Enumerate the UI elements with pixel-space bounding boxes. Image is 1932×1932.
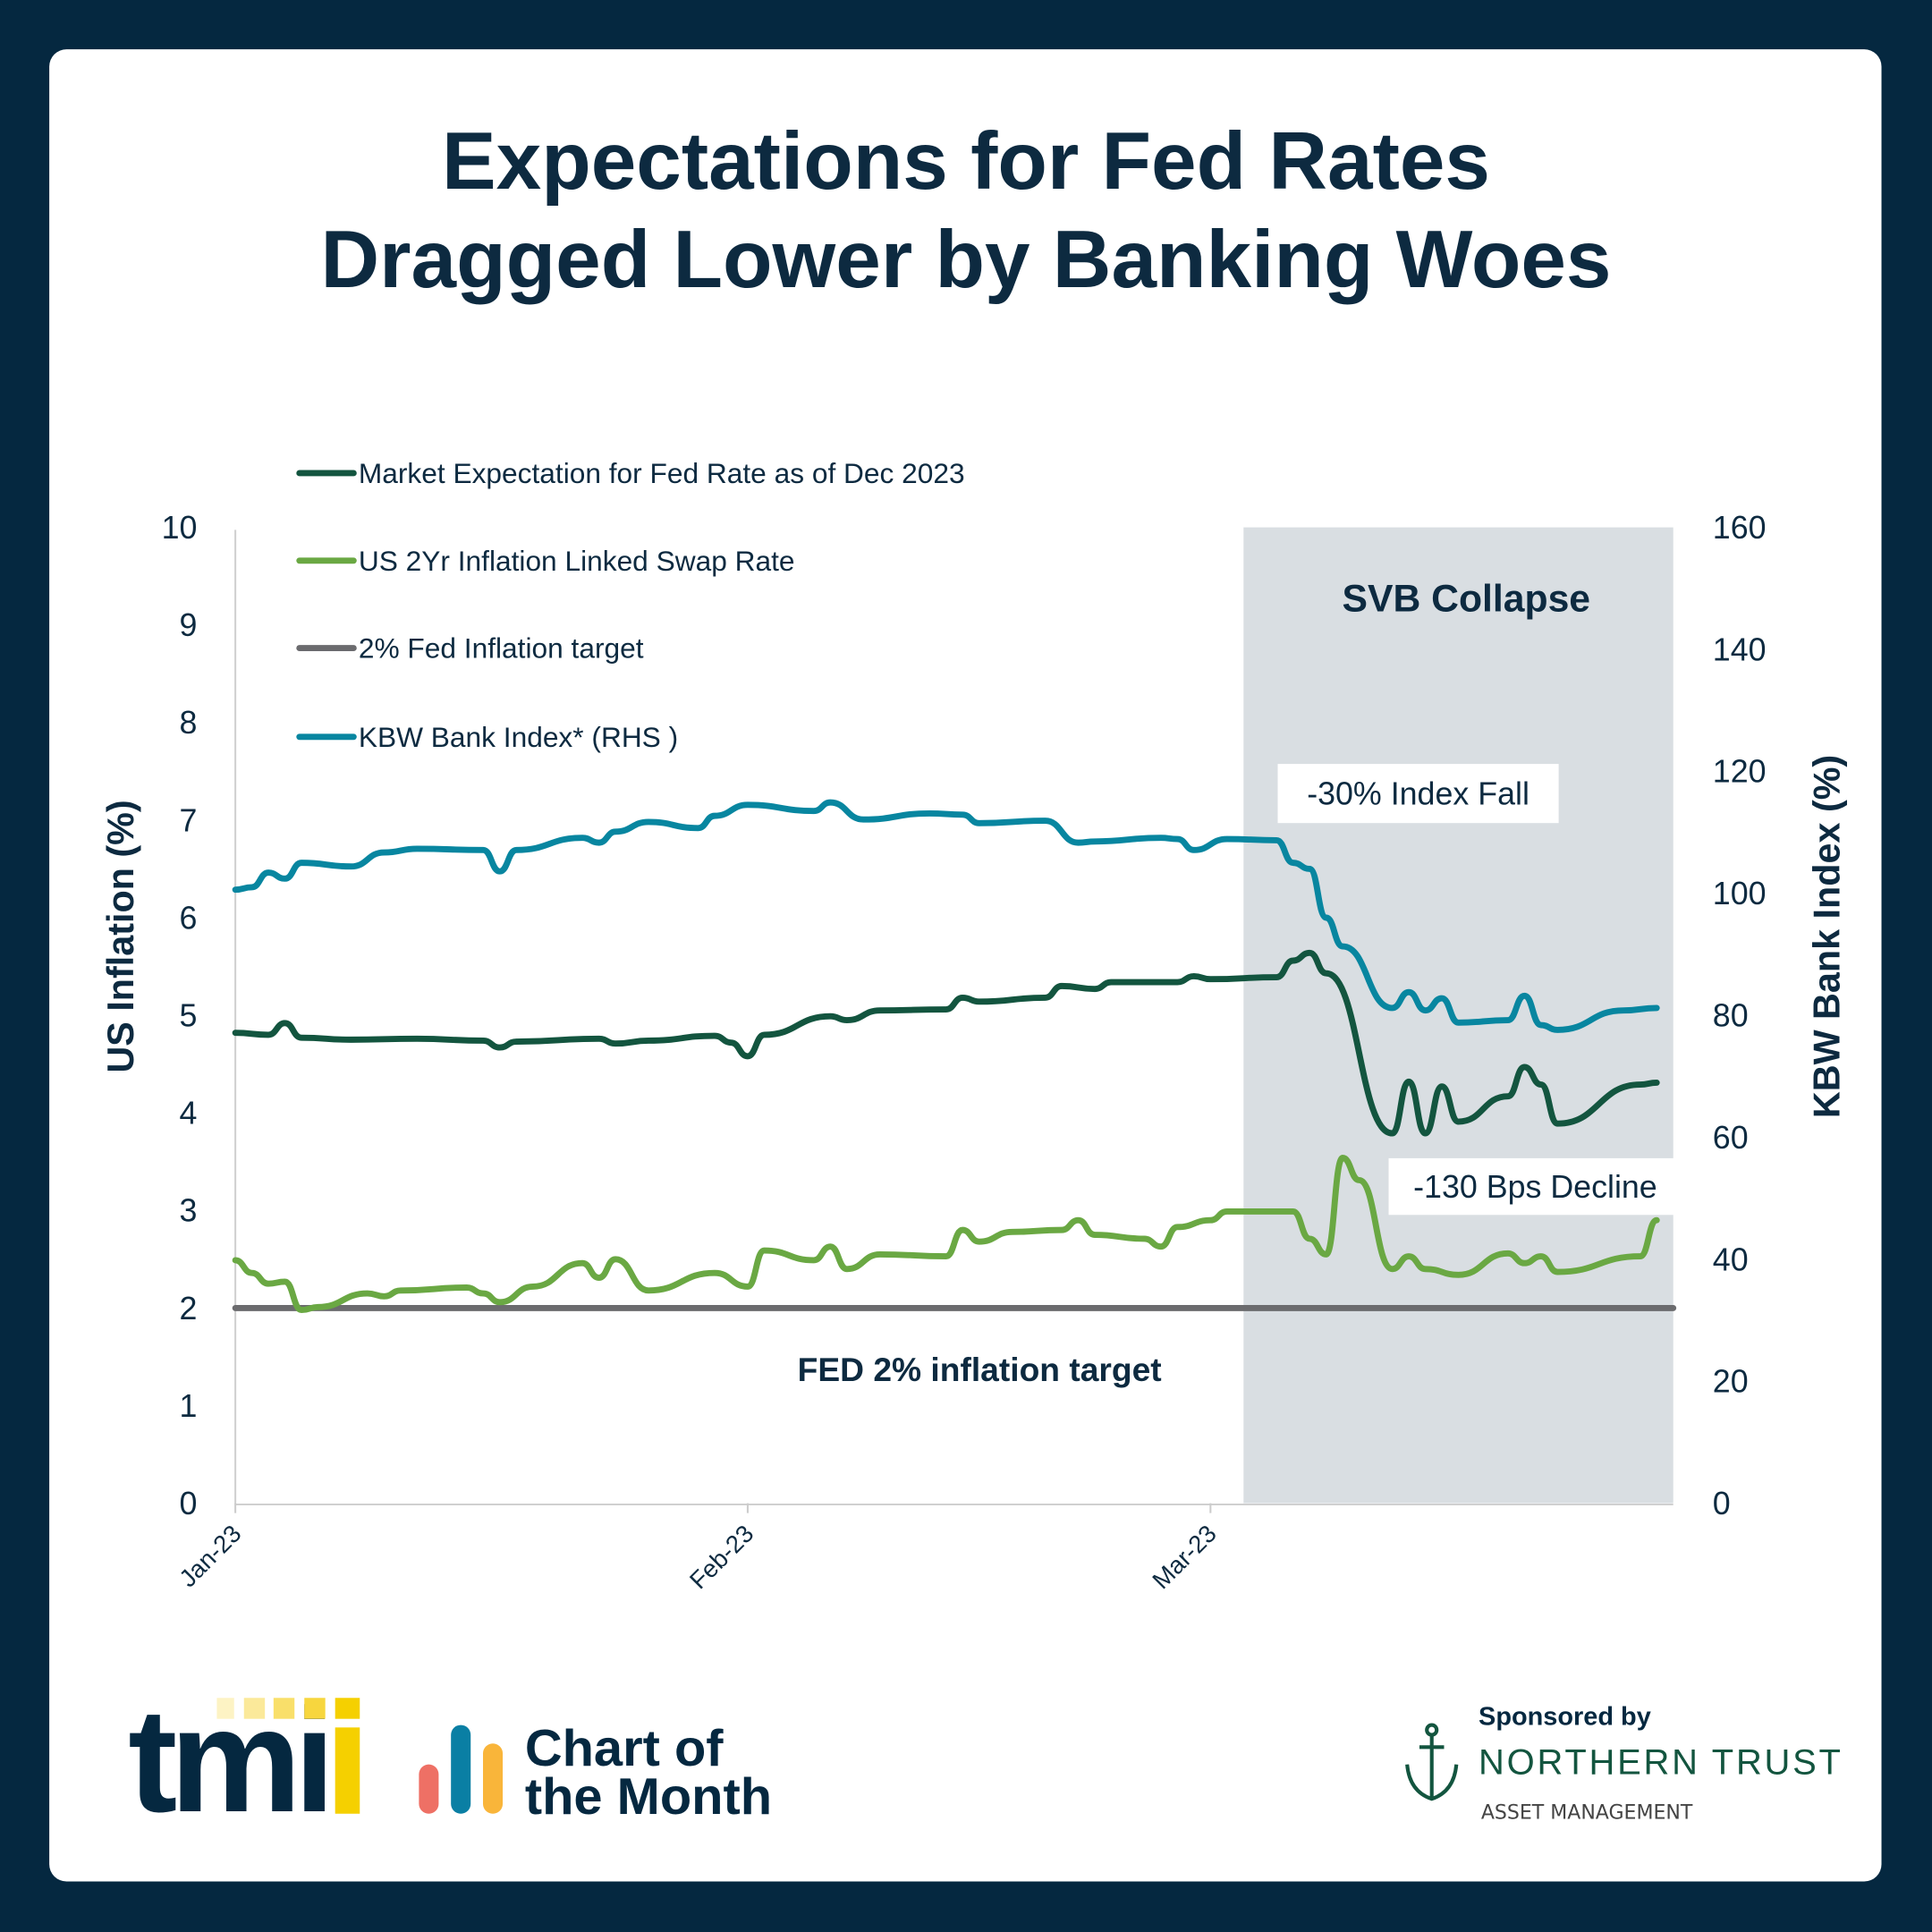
y2-axis-title: KBW Bank Index (%) (1807, 755, 1848, 1118)
y2-tick-label: 80 (1713, 998, 1749, 1034)
swap-decline-annotation: -130 Bps Decline (1413, 1169, 1657, 1205)
y2-tick-label: 60 (1713, 1120, 1749, 1156)
series-line-1 (232, 1154, 1660, 1314)
y2-tick-label: 40 (1713, 1241, 1749, 1277)
chart-of-the-month-logo: Chart of the Month (419, 1720, 772, 1826)
y-tick-label: 8 (179, 705, 197, 741)
tmi-logo: tmi (128, 1678, 360, 1843)
sponsored-by-label: Sponsored by (1479, 1703, 1651, 1732)
anchor-icon (1405, 1723, 1459, 1801)
chart: SVB Collapse 0 1 2 3 4 5 6 7 8 9 10 0 20 40 60 80 100 12… (100, 457, 1848, 1594)
logo-bar-red (419, 1764, 439, 1814)
series-lines (232, 799, 1677, 1314)
y2-tick-label: 120 (1713, 754, 1767, 790)
y2-tick-label: 140 (1713, 631, 1767, 667)
y2-tick-label: 100 (1713, 876, 1767, 911)
y2-tick-label: 0 (1713, 1486, 1731, 1521)
y-tick-label: 1 (179, 1388, 197, 1424)
y-tick-label: 4 (179, 1096, 197, 1131)
tmi-bar (304, 1698, 326, 1719)
the-month-text: the Month (525, 1768, 772, 1826)
series-line-3 (232, 799, 1660, 1033)
title-line-1: Expectations for Fed Rates (442, 116, 1490, 207)
legend-label: US 2Yr Inflation Linked Swap Rate (359, 545, 795, 577)
logo-bar-blue (451, 1724, 471, 1814)
legend: Market Expectation for Fed Rate as of De… (296, 457, 965, 753)
tmi-bar (243, 1698, 266, 1719)
y-tick-label: 10 (162, 510, 198, 546)
series-line-0 (232, 949, 1660, 1137)
y2-tick-label: 20 (1713, 1364, 1749, 1400)
title-line-2: Dragged Lower by Banking Woes (321, 215, 1612, 305)
sponsor-sub: ASSET MANAGEMENT (1481, 1801, 1693, 1824)
y-tick-label: 9 (179, 607, 197, 643)
y-tick-label: 2 (179, 1291, 197, 1326)
y2-tick-label: 160 (1713, 510, 1767, 546)
y-tick-label: 6 (179, 900, 197, 936)
tmi-bar (273, 1698, 295, 1719)
legend-label: 2% Fed Inflation target (359, 632, 644, 665)
svb-collapse-shade (1243, 527, 1674, 1504)
fed-target-annotation: FED 2% inflation target (798, 1351, 1162, 1388)
y-tick-label: 3 (179, 1193, 197, 1229)
kbw-fall-box (1277, 764, 1559, 824)
kbw-fall-annotation: -30% Index Fall (1307, 776, 1530, 812)
legend-label: KBW Bank Index* (RHS ) (359, 721, 678, 753)
tmi-bar (335, 1698, 360, 1719)
tmi-i-stem (335, 1727, 360, 1814)
left-axis-ticks: 0 1 2 3 4 5 6 7 8 9 10 (162, 510, 198, 1521)
y-axis-title: US Inflation (%) (100, 800, 141, 1072)
right-axis-ticks: 0 20 40 60 80 100 120 140 160 (1713, 510, 1767, 1521)
y-tick-label: 7 (179, 802, 197, 838)
sponsor: Sponsored by NORTHERN TRUST ASSET MANAGE… (1405, 1703, 1843, 1824)
sponsor-name: NORTHERN TRUST (1479, 1743, 1843, 1783)
swap-decline-box (1388, 1157, 1676, 1216)
legend-label: Market Expectation for Fed Rate as of De… (359, 457, 965, 489)
logo-bar-yellow (483, 1743, 504, 1814)
svb-collapse-label: SVB Collapse (1343, 577, 1591, 620)
chart-of-text: Chart of (525, 1720, 724, 1777)
y-tick-label: 5 (179, 998, 197, 1034)
tmi-bar (216, 1698, 234, 1719)
y-tick-label: 0 (179, 1486, 197, 1521)
